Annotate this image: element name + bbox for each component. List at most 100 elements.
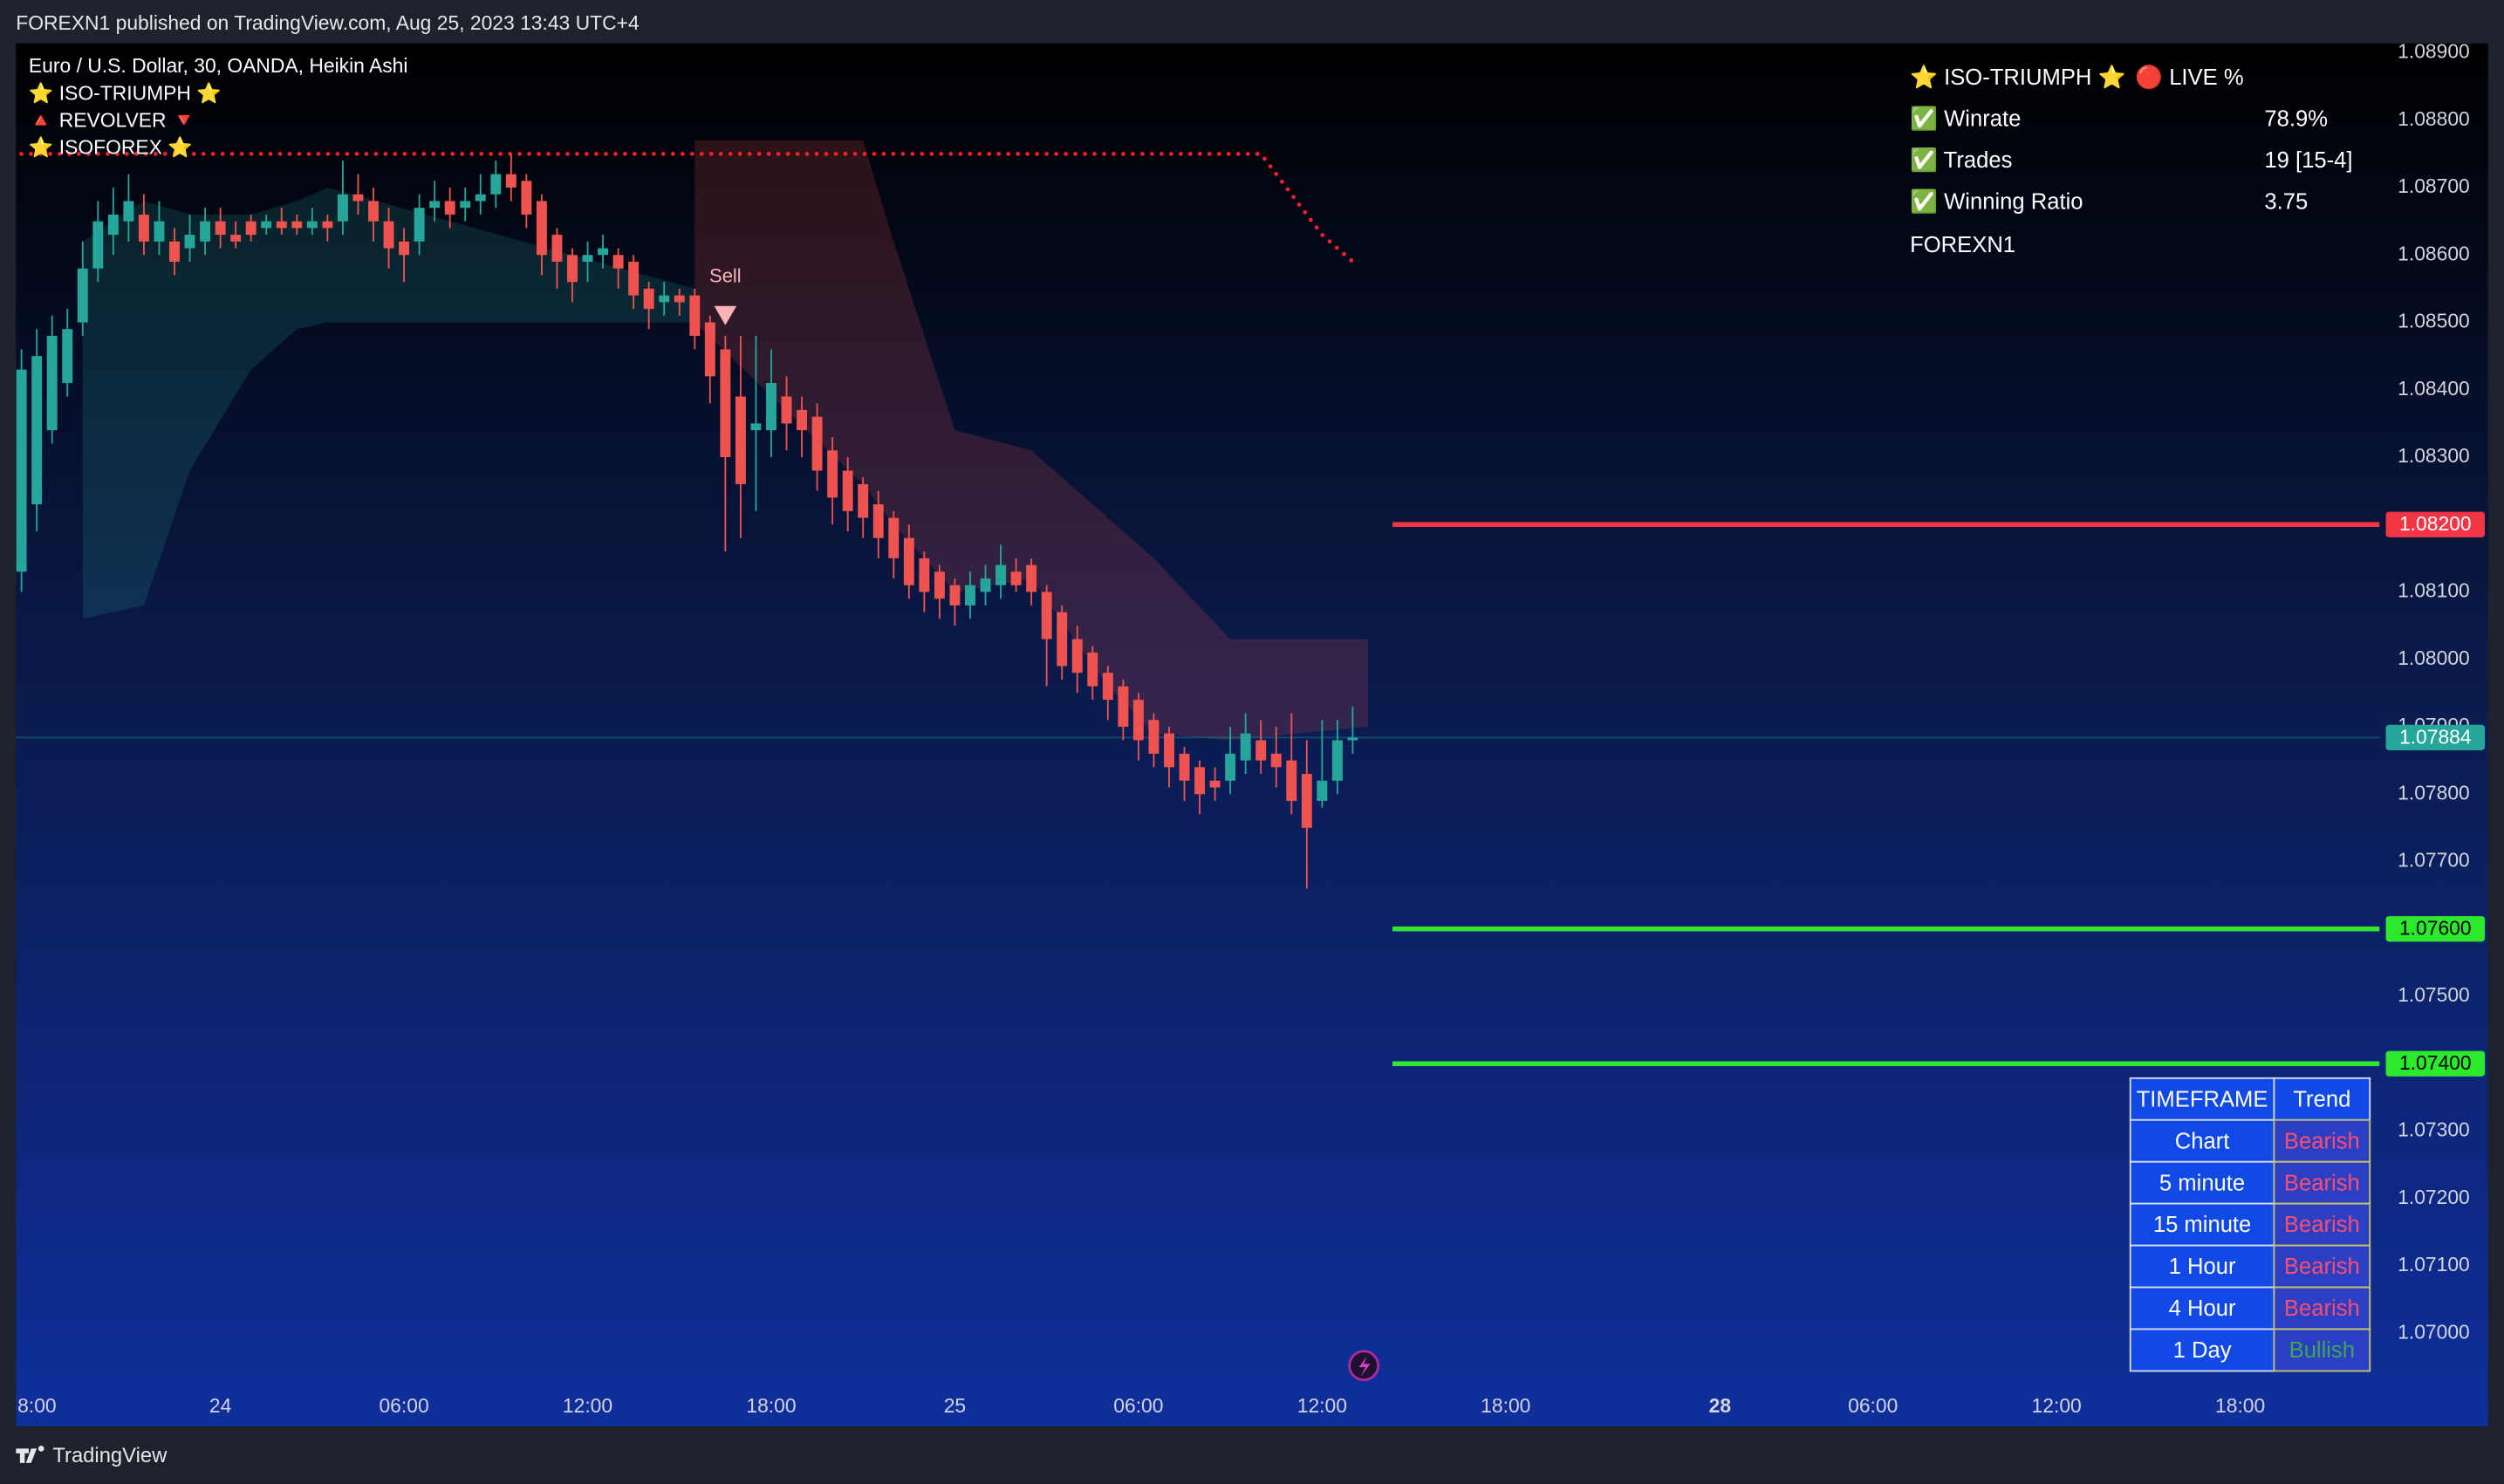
candle-body [184, 235, 195, 249]
candle-body [399, 241, 410, 256]
price-badge-label: 1.07400 [2399, 1051, 2472, 1074]
candle-body [1225, 753, 1236, 781]
table-header-cell [2129, 1077, 2275, 1121]
y-tick-label: 1.07000 [2398, 1320, 2470, 1343]
candle-body [659, 295, 670, 303]
candle-body [797, 409, 808, 431]
candle-body [475, 194, 486, 202]
candle-body [444, 201, 455, 215]
candle-body [383, 221, 394, 249]
x-tick-label: 12:00 [1297, 1394, 1347, 1417]
signal-label: Sell [709, 265, 742, 287]
candle-body [704, 322, 715, 377]
table-cell [2273, 1328, 2371, 1372]
candle-body [291, 221, 303, 229]
candle-body [1179, 753, 1190, 781]
x-tick-label: 28 [1709, 1394, 1732, 1417]
candle-body [612, 255, 624, 269]
price-badge-label: 1.08200 [2399, 512, 2472, 535]
table-cell-text: Chart [2175, 1129, 2230, 1153]
x-tick-label: 8:00 [17, 1394, 56, 1417]
table-cell-text: Bearish [2284, 1171, 2360, 1195]
candle-body [643, 288, 654, 310]
candle-body [872, 504, 884, 538]
table-cell [2273, 1118, 2371, 1163]
candle-body [888, 517, 900, 558]
main-layer: Sell 1.08900 1.08800 1.08700 1.08600 1.08500 1… [16, 40, 2486, 1417]
table-cell [2129, 1244, 2275, 1289]
price-badge-label: 1.07884 [2399, 725, 2472, 748]
legend-line: 🔺 REVOLVER 🔻 [29, 108, 196, 131]
candle-body [215, 221, 226, 236]
trend-table: TIMEFRAME Trend Chart Bearish 5 minute Bearis… [2129, 1077, 2371, 1372]
candle-body [934, 571, 945, 599]
candle-body [200, 221, 211, 242]
bands-layer [82, 140, 1368, 741]
stats-label: ✅ Winrate [1910, 105, 2021, 131]
candle-body [1164, 733, 1174, 768]
candle-body [689, 295, 701, 336]
candle-body [919, 557, 930, 592]
y-tick-label: 1.08100 [2398, 579, 2470, 602]
candle-body [1148, 720, 1160, 754]
stats-title: 🔴 LIVE % [2135, 64, 2243, 90]
candle-body [1331, 740, 1343, 781]
candle-body [735, 396, 746, 484]
candle-body [1026, 564, 1037, 592]
table-cell [2273, 1244, 2371, 1289]
candle-body [322, 221, 333, 229]
candle-body [949, 585, 961, 605]
x-tick-label: 18:00 [746, 1394, 796, 1417]
candle-body [628, 261, 640, 296]
candle-body [995, 564, 1007, 585]
candle-body [903, 537, 914, 585]
table-cell-text: 1 Hour [2169, 1255, 2236, 1279]
price-badge [2385, 511, 2486, 537]
price-badge [2385, 916, 2486, 942]
candle-body [1286, 760, 1297, 801]
x-tick-label: 06:00 [1848, 1394, 1898, 1417]
y-tick-label: 1.07500 [2398, 983, 2470, 1006]
candle-body [1209, 780, 1221, 788]
candle-body [1118, 686, 1129, 727]
x-tick-label: 12:00 [2032, 1394, 2082, 1417]
y-tick-label: 1.07100 [2398, 1253, 2470, 1275]
legend-line: Euro / U.S. Dollar, 30, OANDA, Heikin As… [29, 54, 407, 77]
x-tick-label: 06:00 [1113, 1394, 1163, 1417]
stats-footer: FOREXN1 [1910, 233, 2015, 257]
candle-body [138, 214, 149, 242]
table-cell-text: 4 Hour [2169, 1296, 2236, 1321]
candle-body [598, 248, 609, 256]
y-tick-label: 1.07200 [2398, 1186, 2470, 1208]
table-cell [2129, 1160, 2275, 1205]
stats-table: ⭐ ISO-TRIUMPH ⭐ 🔴 LIVE % ✅ Winrate 78.9%… [1910, 64, 2352, 257]
stats-label: ✅ Winning Ratio [1910, 188, 2083, 215]
candle-body [123, 201, 134, 222]
candle-body [245, 221, 257, 236]
candle-body [77, 268, 88, 323]
stats-value: 78.9% [2264, 106, 2328, 131]
replay-icon[interactable] [1348, 1350, 1379, 1382]
candle-body [92, 221, 104, 269]
candle-body [980, 578, 991, 592]
candle-body [750, 423, 762, 431]
table-cell-text: 1 Day [2173, 1338, 2232, 1363]
y-tick-label: 1.08900 [2398, 40, 2470, 63]
candle-body [1071, 639, 1083, 674]
candle-body [781, 396, 792, 424]
candle-body [827, 450, 838, 498]
y-tick-label: 1.07800 [2398, 781, 2470, 804]
candle-body [261, 221, 272, 229]
footer-logo [16, 1446, 44, 1463]
candle-body [276, 221, 287, 229]
header-title: FOREXN1 published on TradingView.com, Au… [16, 11, 640, 34]
y-tick-label: 1.08700 [2398, 174, 2470, 197]
stats-label: ✅ Trades [1910, 147, 2012, 173]
candle-body [1317, 780, 1328, 801]
candle-body [429, 201, 441, 209]
candle-body [337, 194, 348, 222]
stop-dots [19, 152, 1355, 264]
candle-body [107, 214, 119, 236]
candle-body [352, 194, 364, 202]
